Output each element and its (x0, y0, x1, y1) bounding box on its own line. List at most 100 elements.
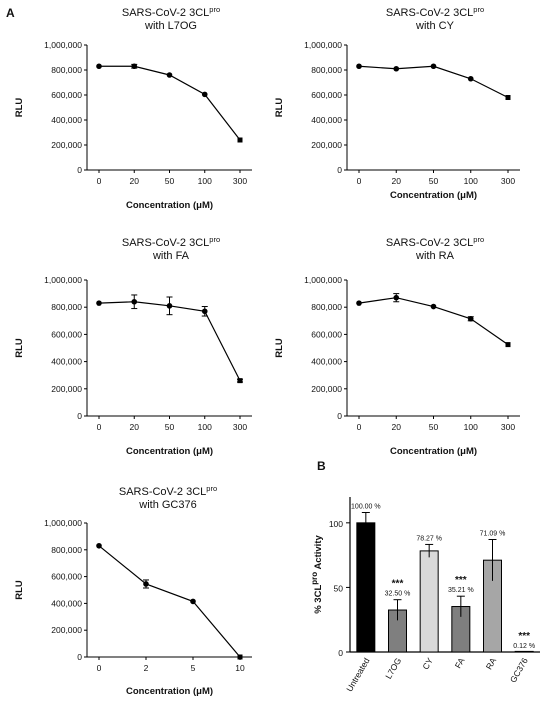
chart-title-superscript: pro (473, 5, 484, 14)
x-tick-label: 50 (429, 176, 439, 186)
data-point (166, 303, 173, 309)
chart-subtitle: with CY (415, 20, 455, 32)
x-tick-label: 100 (464, 422, 478, 432)
y-tick-label: 400,000 (51, 115, 82, 125)
data-label: 71.09 % (480, 531, 506, 538)
data-label: 78.27 % (416, 535, 442, 542)
y-tick-label: 0 (337, 411, 342, 421)
data-point (143, 581, 149, 587)
data-point (131, 298, 138, 305)
x-tick-label: 300 (233, 176, 247, 186)
x-tick-label: 10 (235, 663, 245, 673)
y-axis-label: RLU (14, 580, 25, 600)
y-axis-label: RLU (274, 98, 285, 118)
bar-gc376 (514, 650, 534, 653)
data-point (356, 63, 362, 70)
data-point (201, 308, 208, 315)
chart-subtitle: with FA (152, 250, 190, 262)
data-label: 32.50 % (385, 591, 411, 598)
x-tick-label: 0 (357, 422, 362, 432)
data-point (96, 300, 102, 306)
y-tick-label: 1,000,000 (44, 275, 82, 285)
x-axis-label: Concentration (μM) (126, 686, 213, 697)
y-axis-label: RLU (14, 338, 25, 358)
data-point (430, 303, 437, 310)
chart-title: SARS-CoV-2 3CLpro (119, 484, 217, 498)
bar-chart: 0 50 100 % 3CLpro Activity 100.00 % Untreated… (310, 497, 540, 693)
series-line (98, 545, 241, 658)
y-tick-label: 800,000 (51, 545, 82, 555)
y-axis-label: RLU (14, 98, 25, 118)
data-point (467, 315, 474, 322)
chart-subtitle: with RA (415, 250, 455, 262)
data-point (505, 95, 511, 100)
x-tick-label: Untreated (344, 656, 371, 694)
x-tick-label: 2 (144, 663, 149, 673)
y-tick-label: 400,000 (311, 357, 342, 367)
y-tick-label: 1,000,000 (304, 275, 342, 285)
x-tick-label: 300 (501, 176, 515, 186)
x-tick-label: 100 (464, 176, 478, 186)
data-label: 100.00 % (351, 504, 381, 511)
x-tick-label: 20 (130, 422, 140, 432)
x-tick-label: FA (453, 656, 467, 670)
y-tick-label: 800,000 (311, 302, 342, 312)
chart-title-superscript: pro (209, 5, 220, 14)
y-tick-label: 800,000 (51, 302, 82, 312)
y-tick-label: 200,000 (51, 140, 82, 150)
y-tick-label: 0 (77, 411, 82, 421)
data-point (190, 598, 196, 605)
y-axis-label: RLU (274, 338, 285, 358)
x-tick-label: L7OG (383, 656, 403, 681)
data-point (96, 63, 102, 70)
y-tick-label: 400,000 (311, 115, 342, 125)
data-label: 0.12 % (513, 643, 535, 650)
x-tick-label: 300 (501, 422, 515, 432)
x-tick-label: 300 (233, 422, 247, 432)
chart-subtitle: with L7OG (144, 20, 197, 32)
y-tick-label: 0 (77, 652, 82, 662)
significance-marker: *** (455, 575, 467, 586)
x-tick-label: 20 (392, 176, 402, 186)
chart-title: SARS-CoV-2 3CLpro (122, 235, 220, 249)
chart-title-superscript: pro (473, 235, 484, 244)
y-tick-label: 200,000 (311, 140, 342, 150)
x-tick-label: 0 (97, 663, 102, 673)
x-tick-label: GC376 (508, 656, 530, 685)
data-point (96, 542, 102, 549)
data-point (467, 75, 474, 82)
y-tick-label: 200,000 (51, 384, 82, 394)
data-point (505, 342, 511, 348)
x-tick-label: 0 (97, 422, 102, 432)
y-tick-label: 1,000,000 (304, 40, 342, 50)
y-tick-label: 50 (334, 583, 344, 593)
significance-marker: *** (518, 631, 530, 642)
data-point (166, 72, 173, 78)
panel-label-a: A (6, 6, 15, 20)
series-line (358, 65, 509, 99)
y-tick-label: 1,000,000 (44, 40, 82, 50)
y-tick-label: 0 (338, 648, 343, 658)
y-tick-label: 0 (337, 165, 342, 175)
y-tick-label: 600,000 (51, 90, 82, 100)
y-tick-label: 600,000 (51, 329, 82, 339)
y-tick-label: 200,000 (51, 625, 82, 635)
x-tick-label: 50 (165, 176, 175, 186)
data-label: 35.21 % (448, 587, 474, 594)
y-tick-label: 800,000 (311, 65, 342, 75)
x-tick-label: 0 (97, 176, 102, 186)
chart-title: SARS-CoV-2 3CLpro (386, 5, 484, 19)
y-axis-label: % 3CLpro Activity (310, 535, 324, 614)
y-axis-label-tail: Activity (313, 535, 324, 572)
chart-subtitle: with GC376 (138, 499, 196, 511)
chart-title: SARS-CoV-2 3CLpro (122, 5, 220, 19)
y-axis-label-superscript: pro (310, 572, 319, 585)
x-tick-label: 100 (198, 422, 212, 432)
panel-label-b: B (317, 459, 326, 473)
